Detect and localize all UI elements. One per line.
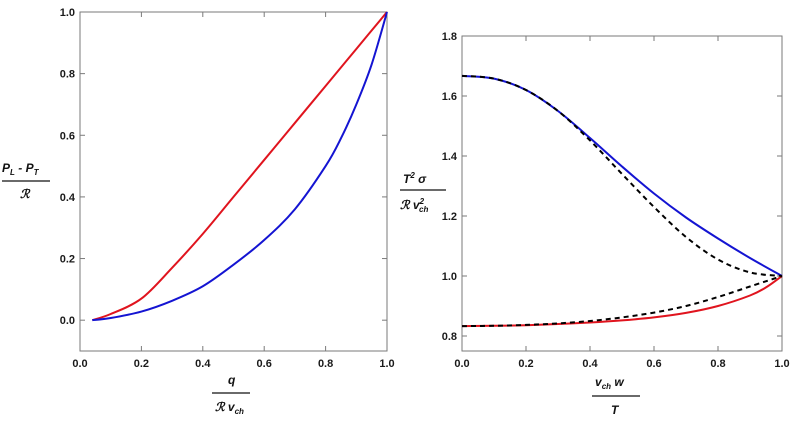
svg-text:T2 σ: T2 σ [403, 171, 427, 186]
svg-text:q: q [228, 373, 236, 387]
right-x-tick-label: 0.4 [582, 358, 598, 370]
right-x-tick-label: 0.8 [710, 358, 725, 370]
right-y-tick-label: 1.6 [442, 91, 457, 103]
left-series-line-red [91, 11, 388, 322]
right-x-tick-label: 1.0 [774, 358, 789, 370]
svg-text:T: T [611, 403, 620, 417]
svg-text:ℛ vch: ℛ vch [215, 400, 244, 416]
left-plot-frame [79, 11, 388, 352]
right-series-line-dashed [461, 74, 783, 277]
right-series-line-red [461, 275, 783, 328]
left-y-axis-label: PL - PT ℛ [2, 161, 50, 201]
right-y-tick-label: 1.4 [442, 151, 458, 163]
left-y-tick-label: 0.0 [60, 315, 75, 327]
left-x-tick-label: 0.2 [134, 358, 149, 370]
left-x-tick-label: 0.8 [318, 358, 333, 370]
right-y-tick-label: 1.0 [442, 271, 457, 283]
left-y-tick-label: 1.0 [60, 7, 75, 19]
right-x-axis-label: vch w T [592, 375, 640, 417]
left-series [91, 11, 388, 322]
left-x-tick-label: 1.0 [379, 358, 394, 370]
right-series [461, 74, 783, 328]
right-y-tick-label: 0.8 [442, 331, 457, 343]
left-series-line-blue [92, 11, 388, 322]
right-y-axis-label: T2 σ ℛ v2 ch [400, 171, 446, 214]
right-x-tick-label: 0.6 [646, 358, 661, 370]
right-x-tick-label: 0.0 [454, 358, 469, 370]
left-x-tick-label: 0.6 [257, 358, 272, 370]
right-axis-ticks: 0.0 0.2 0.4 0.6 0.8 1.0 0.8 1.0 1.2 1.4 1.6 1.8 [442, 31, 790, 370]
right-series-line-dashed [461, 275, 783, 328]
right-series-line-blue [461, 74, 783, 277]
left-x-axis-label: q ℛ vch [212, 373, 250, 416]
right-chart: 0.0 0.2 0.4 0.6 0.8 1.0 0.8 1.0 1.2 1.4 1.6 1.8 T2 … [400, 31, 790, 417]
right-y-tick-label: 1.8 [442, 31, 457, 43]
left-y-tick-label: 0.4 [60, 192, 76, 204]
svg-text:PL - PT: PL - PT [2, 161, 40, 177]
left-y-tick-label: 0.8 [60, 69, 75, 81]
left-y-tick-label: 0.6 [60, 130, 75, 142]
right-plot-frame [461, 35, 783, 352]
right-y-tick-label: 1.2 [442, 211, 457, 223]
left-y-tick-label: 0.2 [60, 254, 75, 266]
svg-text:vch w: vch w [595, 375, 624, 391]
right-x-tick-label: 0.2 [518, 358, 533, 370]
left-chart: 0.0 0.2 0.4 0.6 0.8 1.0 0.0 0.2 0.4 0.6 0.8 1.0 PL … [2, 7, 395, 416]
left-x-tick-label: 0.0 [72, 358, 87, 370]
svg-text:ℛ: ℛ [20, 187, 31, 201]
left-axis-ticks: 0.0 0.2 0.4 0.6 0.8 1.0 0.0 0.2 0.4 0.6 0.8 1.0 [60, 7, 395, 370]
left-x-tick-label: 0.4 [195, 358, 211, 370]
